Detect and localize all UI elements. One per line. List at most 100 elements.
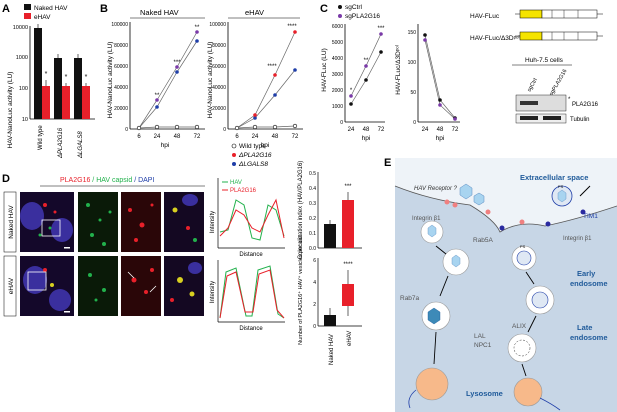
panel-a-ytick: 100 [19, 86, 28, 92]
panel-b-sig: ** [155, 93, 160, 99]
pathway-arrows [433, 245, 537, 377]
late-endosome-right [507, 333, 537, 363]
row-label-ehav: eHAV [8, 277, 15, 294]
panel-c-ytick2: 50 [410, 90, 416, 96]
intensity-plot-naked: HAV PLA2G16 Intensity Distance [210, 178, 285, 258]
lysosome-left [415, 367, 449, 401]
legend-ehav-swatch [24, 13, 31, 19]
blot-lane-sgpla: sgPLA2G16 [549, 68, 569, 97]
intensity-plot-ehav: Intensity Distance [210, 260, 285, 332]
blot-label-pla2g16: PLA2G16 [572, 102, 599, 108]
panel-d-title-hav: / HAV capsid [90, 177, 132, 184]
vesicle-sig: **** [343, 262, 353, 268]
panel-c-xlabel2: hpi [436, 135, 445, 142]
vesicle-ytick: 6 [313, 258, 316, 264]
lysosome-label: Lysosome [466, 389, 503, 398]
panel-c-xtick: 72 [378, 127, 385, 133]
intensity-ylabel-1: Intensity [210, 211, 216, 233]
bar-wildtype-ehav [42, 86, 50, 119]
bar-pla2g16-ehav [62, 86, 70, 119]
rab7a-label: Rab7a [400, 295, 420, 302]
panel-b-ehav-points [234, 30, 298, 131]
coloc-ytick: 0.2 [309, 216, 316, 222]
panel-b-ytick: 60000 [212, 64, 226, 70]
panel-a-ylabel: HAV-NanoLuc activity (LU) [7, 72, 14, 149]
panel-c-ytick: 5000 [332, 40, 343, 46]
panel-b-ytick: 20000 [212, 106, 226, 112]
panel-c-xtick: 24 [348, 127, 355, 133]
distance-label-1: Distance [239, 252, 263, 258]
panel-b-ylabel-2: HAV-NanoLuc activity (LU) [207, 42, 214, 119]
vesicle-ytick: 4 [313, 280, 316, 286]
integrin-label-1: Integrin β1 [412, 216, 441, 222]
panel-label-a: A [2, 3, 10, 15]
cytoplasm [395, 186, 617, 412]
lysosome-right [513, 377, 543, 407]
panel-a-errorbars [37, 24, 87, 86]
arrow-icon [579, 185, 591, 197]
panel-c-sig: *** [377, 26, 385, 32]
panel-label-b: B [100, 3, 108, 15]
coloc-ytick: 0.5 [309, 171, 316, 177]
coloc-ytick: 0.1 [309, 231, 316, 237]
coloc-chart: Colocalization index (HAV/PLA2G16) 0.0 0… [298, 161, 362, 259]
panel-b-xtick: 24 [252, 134, 259, 140]
distance-label-2: Distance [239, 326, 263, 332]
coloc-ytick: 0.3 [309, 201, 316, 207]
extracellular-label: Extracellular space [520, 173, 588, 182]
micrograph-naked-green [78, 192, 118, 252]
panel-b-xlabel: hpi [161, 142, 170, 149]
panel-b-ytick: 80000 [114, 43, 128, 49]
legend-ehav-label: eHAV [34, 14, 51, 21]
vesicle-box-ehav [342, 284, 354, 306]
micrograph-ehav-red [121, 256, 161, 316]
panel-label-d: D [2, 173, 10, 185]
alix-label: ALIX [512, 323, 527, 330]
intensity-legend-pla: PLA2G16 [230, 188, 257, 194]
panel-b-ytick: 60000 [114, 64, 128, 70]
panel-b-sig: **** [287, 24, 297, 30]
micrograph-ehav-green [78, 256, 118, 316]
coloc-bar-ehav [342, 200, 354, 248]
panel-a-xtick: ΔLGALS8 [78, 131, 84, 159]
blot-band-pla2g16 [520, 101, 538, 105]
panel-c-ytick: 4000 [332, 56, 343, 62]
ps-label-1: PS [558, 184, 564, 189]
panel-c-ytick2: 0 [413, 120, 416, 126]
intensity-legend-hav: HAV [230, 180, 242, 186]
bar-lgals8-ehav [82, 86, 90, 119]
vesicle-box-naked [324, 315, 336, 326]
vesicle-chart: Number of PLA2G16⁺ HAV⁺ vesicles per cel… [297, 235, 362, 365]
panel-label-e: E [384, 157, 391, 169]
coloc-ytick: 0.4 [309, 186, 316, 192]
integrin-label-2: Integrin β1 [563, 236, 592, 242]
panel-b-ytick: 0 [125, 127, 128, 133]
lal-label: LAL [474, 333, 486, 340]
virus-hexagon-icon [473, 192, 485, 206]
panel-b-sig: ** [195, 25, 200, 31]
blot-label-tubulin: Tubulin [570, 117, 589, 123]
cell-line-label: Huh-7.5 cells [525, 57, 564, 64]
bar-lgals8-naked [74, 58, 82, 119]
rab5a-label: Rab5A [473, 237, 494, 244]
panel-b-xtick: 6 [235, 134, 239, 140]
panel-c-ylabel2: HAV-FLuc/Δ3Dᵖᵒˡ [395, 45, 402, 95]
panel-c-xtick2: 24 [422, 127, 429, 133]
panel-a-ytick: 10 [22, 117, 28, 123]
vesicle-ytick: 0 [313, 324, 316, 330]
panel-b-xtick: 6 [137, 134, 141, 140]
panel-b-title-ehav: eHAV [245, 8, 264, 17]
panel-c-sig: * [350, 88, 353, 94]
panel-c-xtick: 48 [363, 127, 370, 133]
rna-release-icon [408, 389, 417, 409]
blot-star: * [568, 97, 571, 103]
panel-b-xtick: 48 [272, 134, 279, 140]
panel-b-ytick: 20000 [114, 106, 128, 112]
panel-c-xlabel1: hpi [362, 135, 371, 142]
vesicle-ylabel: Number of PLA2G16⁺ HAV⁺ vesicles per cel… [297, 235, 304, 345]
coloc-sig: *** [344, 184, 352, 190]
panel-a-ytick: 10000 [13, 25, 28, 31]
panel-b-legend-lgals8: ΔLGALS8 [238, 161, 268, 168]
panel-d-title: PLA2G16 / HAV capsid / DAPI [60, 177, 154, 184]
panel-b-xtick: 48 [174, 134, 181, 140]
